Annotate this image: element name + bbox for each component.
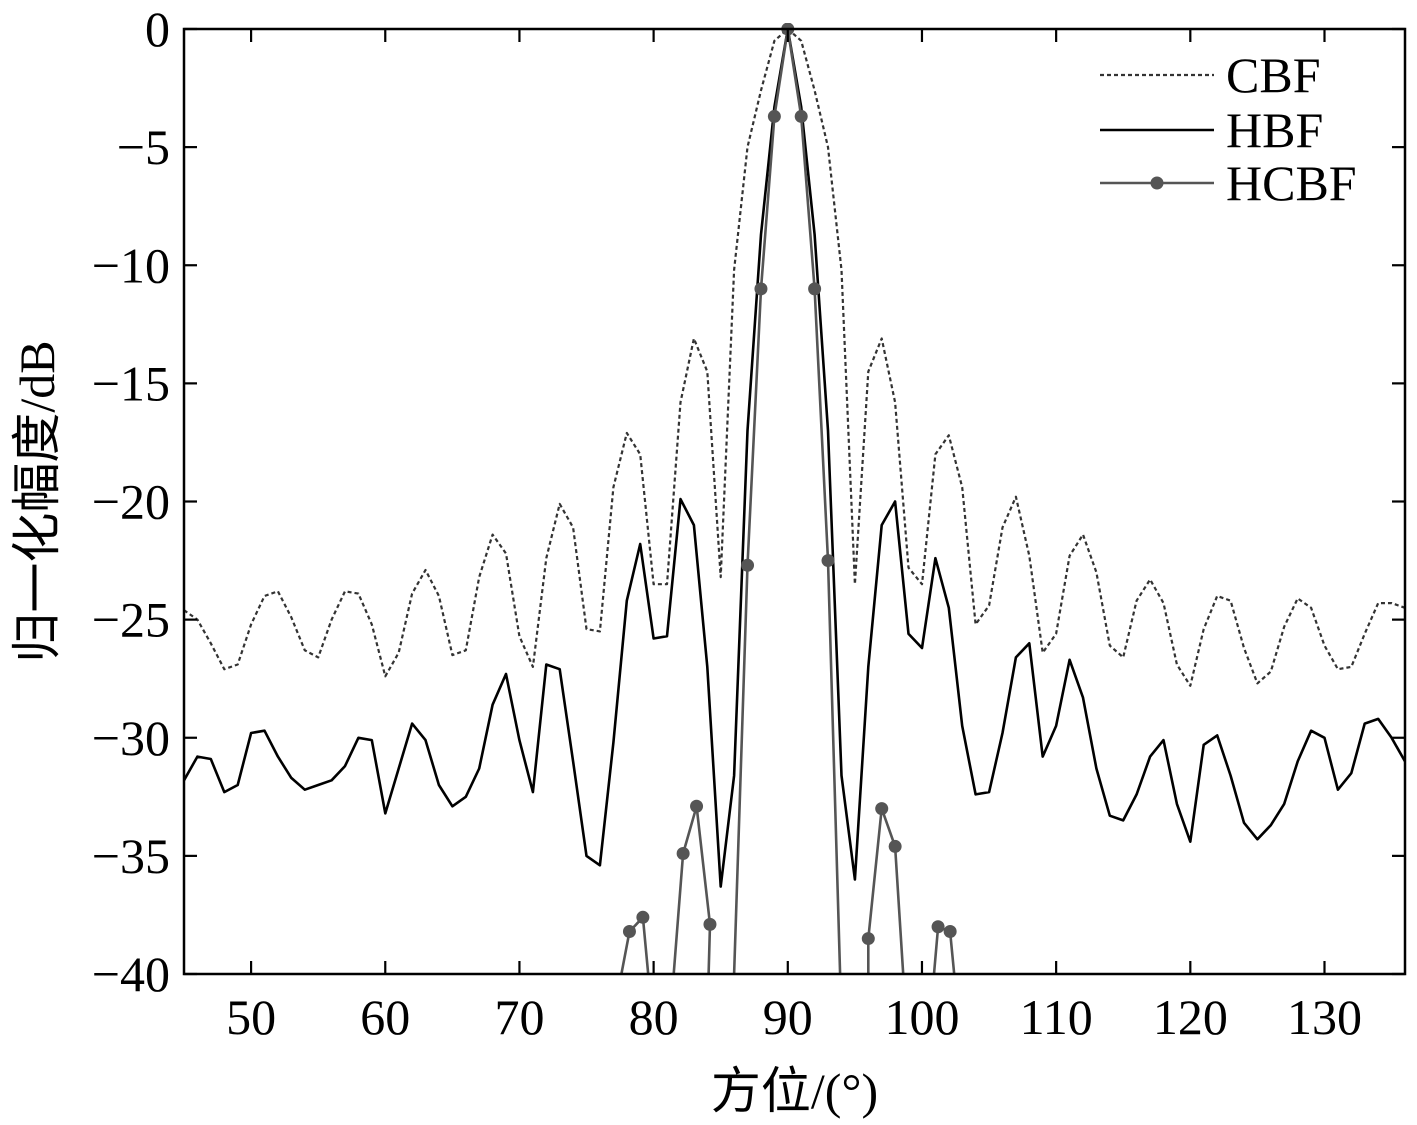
series-point-hcbf	[690, 799, 704, 813]
series-point-hcbf	[703, 917, 717, 931]
y-tick-label: −5	[117, 119, 170, 175]
legend-label-cbf: CBF	[1226, 47, 1321, 103]
series-point-hcbf	[821, 554, 835, 568]
legend-label-hcbf: HCBF	[1226, 155, 1357, 211]
series-point-hcbf	[931, 920, 945, 934]
series-point-hcbf	[861, 932, 875, 946]
series-point-hcbf	[888, 839, 902, 853]
series-point-hcbf	[636, 910, 650, 924]
legend-marker-hcbf	[1150, 176, 1164, 190]
x-tick-label: 120	[1153, 989, 1228, 1045]
series-point-hcbf	[808, 282, 822, 296]
series-line-cbf	[184, 27, 1405, 687]
x-tick-label: 80	[629, 989, 679, 1045]
series-point-hcbf	[741, 558, 755, 572]
y-tick-label: −15	[92, 355, 170, 411]
x-tick-label: 110	[1020, 989, 1093, 1045]
x-tick-label: 50	[226, 989, 276, 1045]
y-tick-label: −30	[92, 710, 170, 766]
series-line-hcbf-segment-1	[672, 805, 712, 974]
plot-series	[184, 23, 1405, 974]
x-tick-label: 130	[1287, 989, 1362, 1045]
plot-frame	[182, 27, 1407, 976]
series-point-hcbf	[754, 282, 768, 296]
x-axis-title: 方位/(°)	[711, 1063, 878, 1119]
y-axis-title: 归一化幅度/dB	[9, 340, 65, 662]
series-point-hcbf	[875, 802, 889, 816]
x-tick-label: 70	[494, 989, 544, 1045]
y-tick-label: −10	[92, 237, 170, 293]
tick-labels: 50 60 70 80 90 100 110 120 130 0 −5 −10 −15 −20 −25 −30…	[92, 1, 1362, 1045]
series-point-hcbf	[794, 109, 808, 123]
series-point-hcbf	[767, 109, 781, 123]
series-point-hcbf	[622, 924, 636, 938]
series-line-hcbf-segment-3	[867, 807, 905, 974]
y-tick-label: −40	[92, 946, 170, 1002]
series-line-hcbf-segment-0	[620, 916, 650, 974]
legend-label-hbf: HBF	[1226, 102, 1323, 158]
x-tick-label: 60	[360, 989, 410, 1045]
axis-ticks	[184, 27, 1405, 976]
y-tick-label: −20	[92, 474, 170, 530]
series-line-hcbf-segment-2	[732, 27, 842, 974]
legend: CBF HBF HCBF	[1100, 47, 1357, 211]
y-tick-label: −25	[92, 592, 170, 648]
series-point-hcbf	[943, 924, 957, 938]
y-tick-label: −35	[92, 828, 170, 884]
series-line-hbf	[184, 27, 1405, 888]
series-point-hcbf	[676, 847, 690, 861]
y-tick-label: 0	[145, 1, 170, 57]
x-tick-label: 90	[763, 989, 813, 1045]
x-tick-label: 100	[884, 989, 959, 1045]
